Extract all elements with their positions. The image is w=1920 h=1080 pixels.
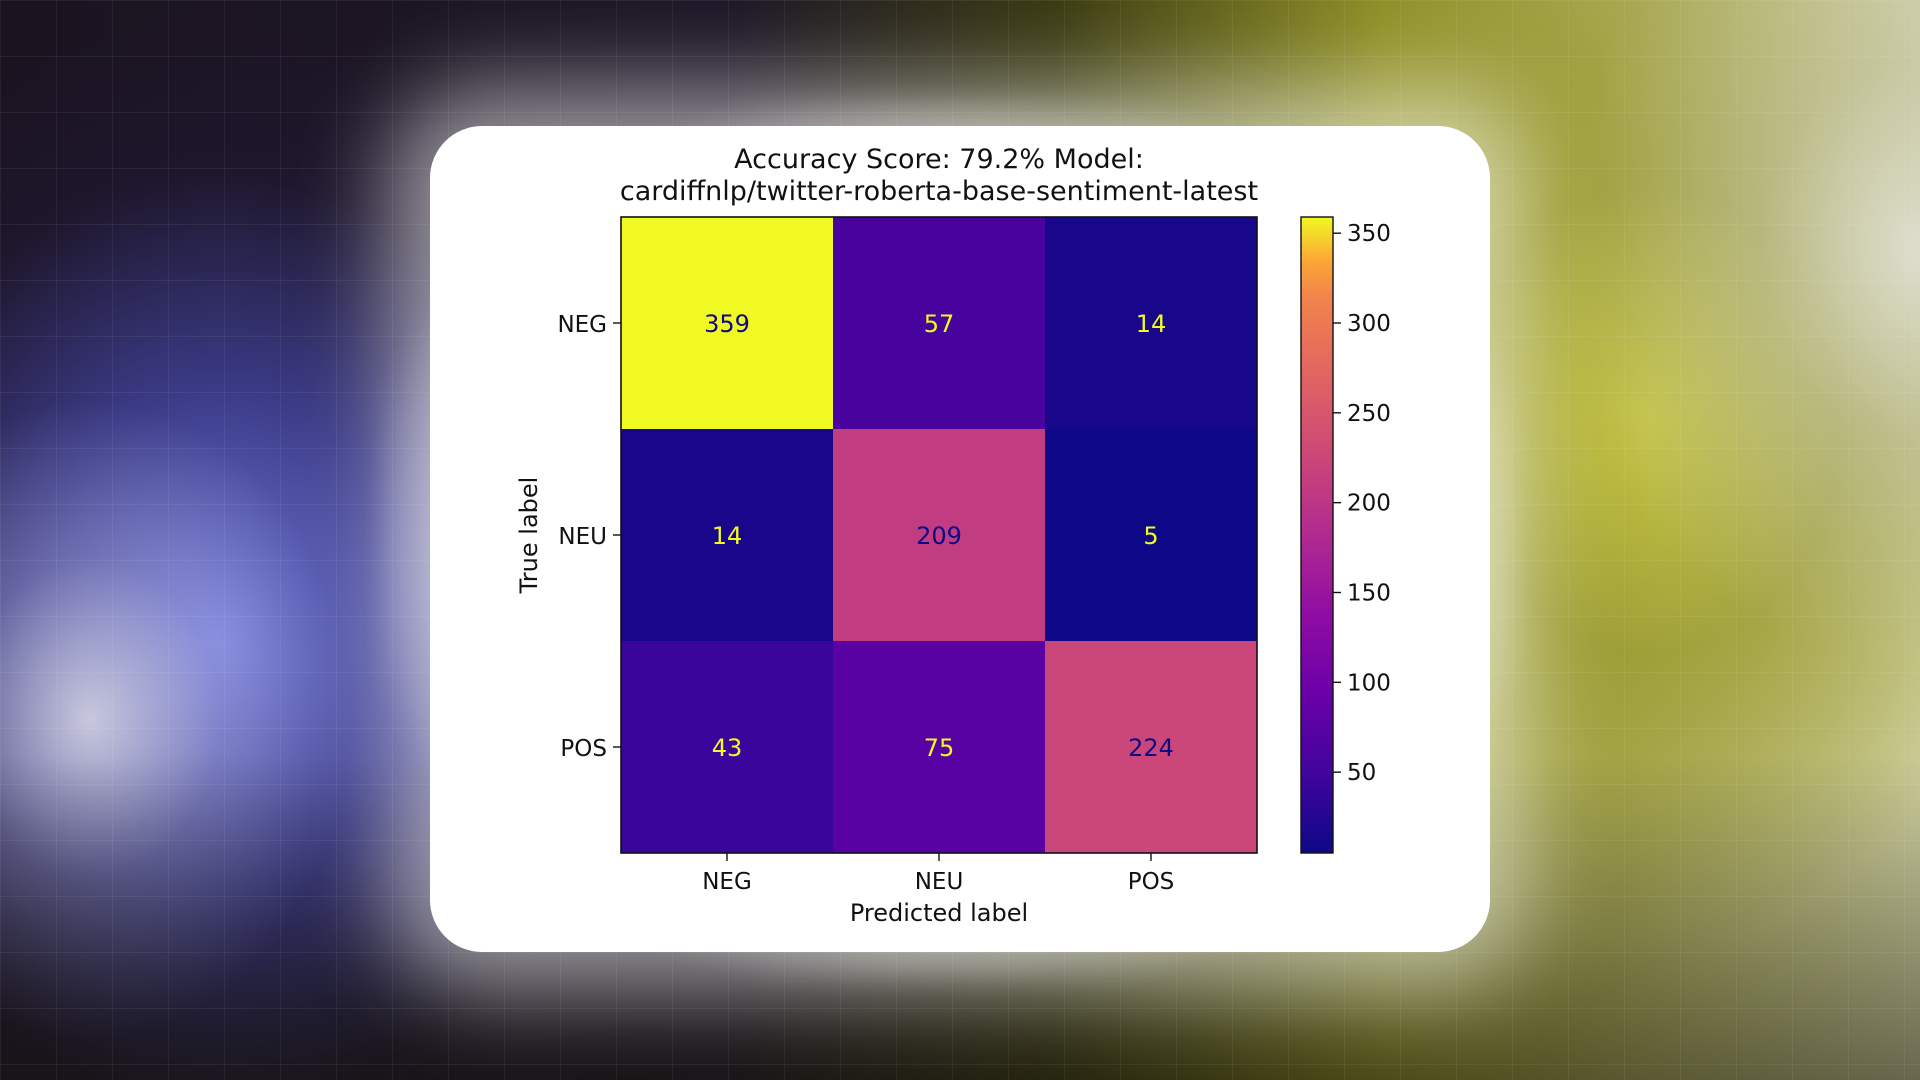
cell-value: 14 [712,522,743,550]
matrix-cells [621,217,1258,854]
cell-neg-neg [621,217,834,430]
cell-value: 5 [1143,522,1158,550]
x-axis-label: Predicted label [850,899,1028,927]
cell-value: 75 [924,734,955,762]
x-tick-label: NEG [702,869,752,895]
colorbar-tick-label: 250 [1347,401,1391,427]
cell-value: 43 [712,734,743,762]
colorbar-tick-label: 150 [1347,580,1391,606]
cell-neu-pos [1045,429,1258,642]
cell-value: 209 [916,522,962,550]
chart-card: Accuracy Score: 79.2% Model: cardiffnlp/… [430,126,1490,952]
cell-neg-neu [833,217,1046,430]
colorbar-tick-label: 300 [1347,311,1391,337]
cell-pos-neg [621,641,834,854]
colorbar [1300,216,1334,854]
y-axis-label: True label [515,477,543,595]
x-tick-label: NEU [915,869,964,895]
chart-title-line-1: Accuracy Score: 79.2% Model: [734,144,1144,175]
cell-neu-neu [833,429,1046,642]
colorbar-tick-label: 50 [1347,760,1376,786]
y-tick-label: NEG [557,312,607,338]
cell-neu-neg [621,429,834,642]
confusion-matrix-chart: Accuracy Score: 79.2% Model: cardiffnlp/… [515,144,1391,927]
cell-value: 224 [1128,734,1174,762]
cell-value: 57 [924,310,955,338]
matrix-cell-labels: 359 57 14 14 209 5 43 75 224 [704,310,1174,762]
x-tick-label: POS [1128,869,1175,895]
cell-pos-pos [1045,641,1258,854]
colorbar-tick-label: 100 [1347,670,1391,696]
cell-neg-pos [1045,217,1258,430]
x-axis-ticks: NEG NEU POS [702,853,1174,895]
y-tick-label: POS [560,736,607,762]
cell-value: 359 [704,310,750,338]
cell-pos-neu [833,641,1046,854]
y-tick-label: NEU [558,524,607,550]
y-axis-ticks: NEG NEU POS [557,312,621,762]
colorbar-tick-label: 350 [1347,221,1391,247]
colorbar-ticks: 350 300 250 200 150 100 50 [1333,221,1391,786]
colorbar-tick-label: 200 [1347,491,1391,517]
chart-title-line-2: cardiffnlp/twitter-roberta-base-sentimen… [620,176,1258,207]
cell-value: 14 [1136,310,1167,338]
